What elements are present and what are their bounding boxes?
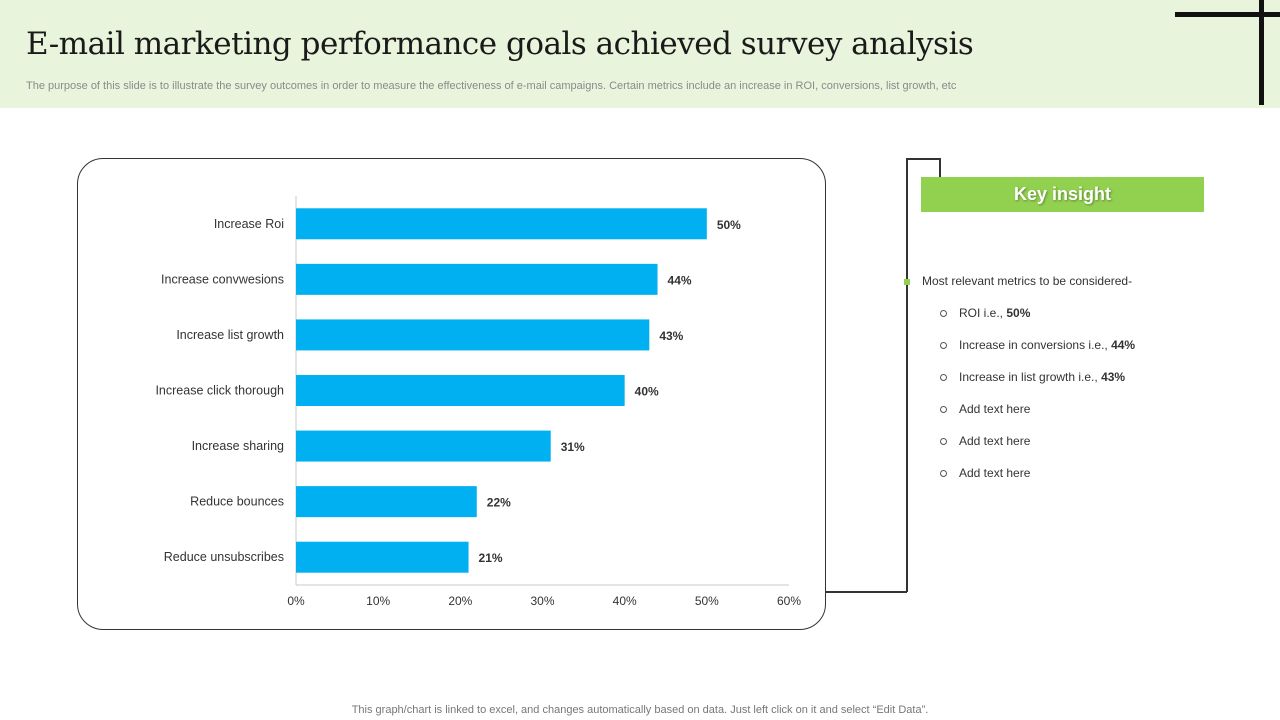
- insight-item-text: Add text here: [959, 402, 1031, 416]
- insight-list: ROI i.e., 50% Increase in conversions i.…: [940, 306, 1135, 498]
- page-subtitle: The purpose of this slide is to illustra…: [26, 80, 957, 92]
- corner-decoration-vertical: [1259, 0, 1264, 105]
- insight-item-text: Add text here: [959, 466, 1031, 480]
- list-item: Increase in list growth i.e., 43%: [940, 370, 1135, 402]
- square-bullet-icon: [904, 278, 910, 285]
- connector-line: [906, 158, 908, 592]
- connector-line: [826, 591, 907, 593]
- insight-item-text: Increase in conversions i.e.,: [959, 338, 1112, 352]
- circle-bullet-icon: [940, 406, 947, 414]
- connector-line: [939, 158, 941, 177]
- list-item: Add text here: [940, 434, 1135, 466]
- insight-lead-text: Most relevant metrics to be considered-: [922, 274, 1133, 288]
- circle-bullet-icon: [940, 374, 947, 382]
- list-item: ROI i.e., 50%: [940, 306, 1135, 338]
- page-title: E-mail marketing performance goals achie…: [26, 26, 974, 62]
- circle-bullet-icon: [940, 470, 947, 478]
- insight-item-text: Add text here: [959, 434, 1031, 448]
- insight-item-value: 44%: [1111, 338, 1136, 352]
- list-item: Increase in conversions i.e., 44%: [940, 338, 1135, 370]
- circle-bullet-icon: [940, 310, 947, 318]
- list-item: Add text here: [940, 466, 1135, 498]
- corner-decoration-horizontal: [1175, 12, 1280, 17]
- insight-item-value: 50%: [1006, 306, 1031, 320]
- insight-item-text: Increase in list growth i.e.,: [959, 370, 1102, 384]
- list-item: Add text here: [940, 402, 1135, 434]
- footer-note: This graph/chart is linked to excel, and…: [351, 704, 929, 716]
- circle-bullet-icon: [940, 438, 947, 446]
- connector-line: [906, 158, 940, 160]
- insight-item-value: 43%: [1101, 370, 1126, 384]
- insight-lead: Most relevant metrics to be considered-: [904, 274, 1132, 288]
- circle-bullet-icon: [940, 342, 947, 350]
- insight-item-text: ROI i.e.,: [959, 306, 1007, 320]
- key-insight-header: Key insight: [921, 177, 1204, 212]
- header-band: [0, 0, 1280, 108]
- chart-frame[interactable]: [77, 158, 826, 630]
